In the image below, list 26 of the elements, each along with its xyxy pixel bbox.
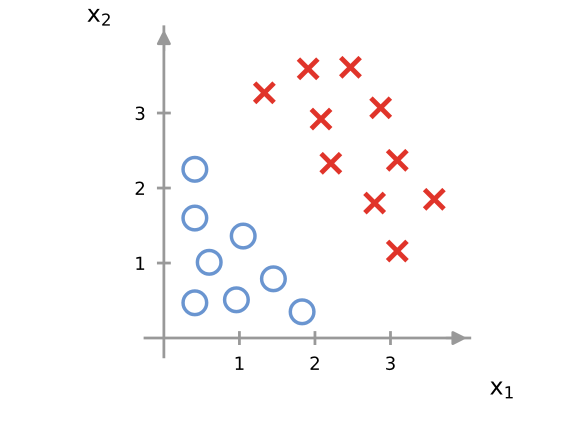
point bbox=[252, 80, 276, 105]
x-tick-label: 1 bbox=[236, 356, 244, 370]
point bbox=[222, 286, 250, 314]
point bbox=[368, 96, 393, 120]
x-tick-label: 3 bbox=[386, 356, 395, 370]
y-axis-title: x$_{2}$ bbox=[87, 8, 110, 26]
point bbox=[181, 156, 208, 183]
point bbox=[288, 298, 316, 326]
x-tick-label: 2 bbox=[310, 356, 319, 370]
y-tick-label: 2 bbox=[136, 181, 144, 195]
point bbox=[181, 289, 208, 316]
point bbox=[385, 238, 410, 264]
point bbox=[308, 106, 334, 132]
point bbox=[362, 190, 387, 216]
y-tick-label: 1 bbox=[136, 256, 144, 270]
point bbox=[196, 248, 223, 276]
point bbox=[422, 187, 446, 212]
point bbox=[385, 148, 410, 172]
point bbox=[260, 265, 287, 292]
point bbox=[296, 56, 320, 81]
x-axis-title: x$_{1}$ bbox=[490, 382, 513, 398]
point bbox=[181, 204, 208, 232]
point bbox=[318, 151, 343, 176]
point bbox=[338, 55, 363, 80]
point bbox=[230, 222, 257, 250]
y-tick-label: 3 bbox=[136, 106, 144, 120]
